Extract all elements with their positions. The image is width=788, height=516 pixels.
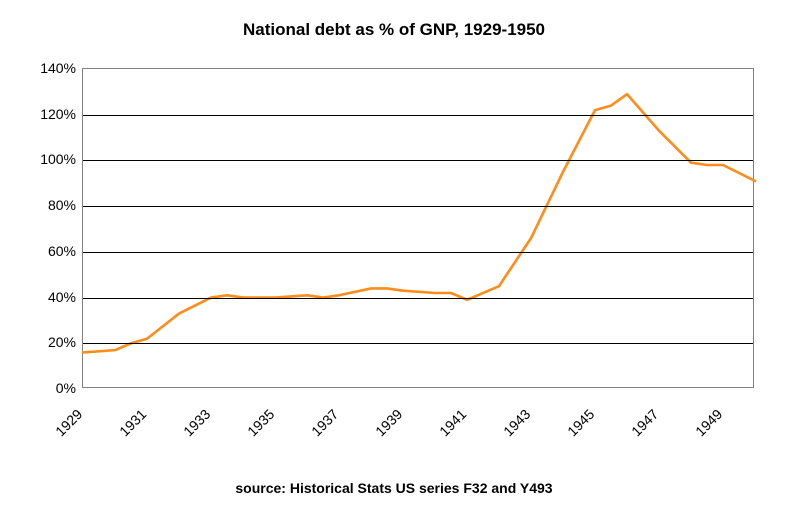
y-tick-label: 80% — [26, 197, 76, 213]
x-tick-label: 1939 — [372, 406, 405, 439]
grid-line — [83, 115, 753, 116]
x-tick-label: 1945 — [564, 406, 597, 439]
chart-source: source: Historical Stats US series F32 a… — [0, 480, 788, 496]
x-tick-label: 1933 — [180, 406, 213, 439]
x-tick-label: 1935 — [244, 406, 277, 439]
grid-line — [83, 252, 753, 253]
x-tick-label: 1937 — [308, 406, 341, 439]
x-tick-label: 1941 — [436, 406, 469, 439]
x-tick-label: 1947 — [628, 406, 661, 439]
line-series — [83, 69, 755, 389]
y-tick-label: 120% — [26, 106, 76, 122]
x-tick-label: 1943 — [500, 406, 533, 439]
y-tick-label: 140% — [26, 60, 76, 76]
grid-line — [83, 206, 753, 207]
y-tick-label: 100% — [26, 151, 76, 167]
y-tick-label: 20% — [26, 334, 76, 350]
x-tick-label: 1931 — [116, 406, 149, 439]
x-tick-label: 1949 — [692, 406, 725, 439]
y-tick-label: 60% — [26, 243, 76, 259]
grid-line — [83, 298, 753, 299]
y-tick-label: 40% — [26, 289, 76, 305]
x-tick-label: 1929 — [52, 406, 85, 439]
chart-container: National debt as % of GNP, 1929-1950 sou… — [0, 0, 788, 516]
chart-title: National debt as % of GNP, 1929-1950 — [0, 20, 788, 40]
data-line — [83, 94, 755, 352]
y-tick-label: 0% — [26, 380, 76, 396]
plot-area — [82, 68, 754, 388]
grid-line — [83, 160, 753, 161]
grid-line — [83, 343, 753, 344]
